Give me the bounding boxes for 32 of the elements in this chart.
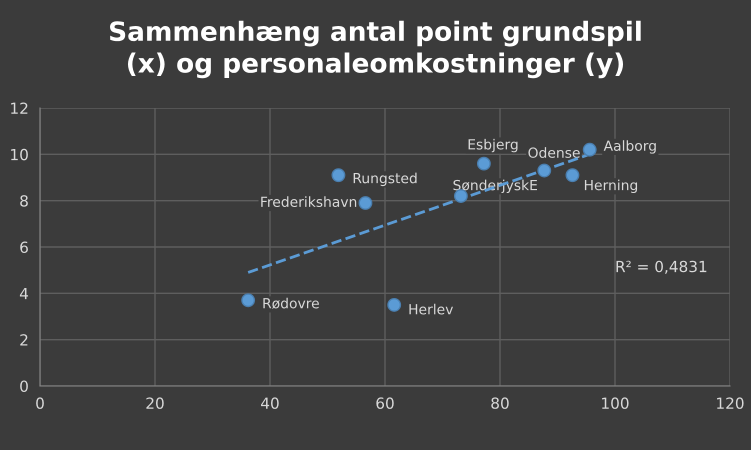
annotation: Esbjerg	[468, 138, 518, 152]
x-tick-label: 20	[146, 397, 164, 409]
annotation: Rødovre	[263, 298, 319, 309]
point	[566, 168, 580, 182]
point	[387, 298, 402, 312]
y-tick-label: 4	[20, 288, 28, 300]
point	[537, 164, 552, 178]
chart-title: Sammenhæng antal point grundspil (x) og personaleomkostninger (y)	[110, 20, 641, 78]
x-tick-label: 80	[491, 397, 509, 409]
point	[241, 293, 256, 308]
y-tick-label: 10	[11, 148, 28, 160]
y-tick-label: 0	[20, 380, 28, 392]
x-tick-label: 60	[376, 397, 394, 409]
point	[582, 142, 597, 157]
y-tick-label: 12	[11, 102, 28, 114]
annotation: Frederikshavn	[261, 196, 356, 208]
annotation: Rungsted	[354, 172, 417, 186]
y-tick-label: 2	[20, 334, 28, 346]
x-tick-label: 100	[602, 397, 629, 409]
annotation: Herlev	[409, 304, 453, 314]
annotation: R² = 0,4831	[616, 260, 706, 274]
point	[332, 168, 346, 182]
annotation: Aalborg	[604, 140, 656, 154]
x-tick-label: 40	[261, 397, 279, 409]
x-tick-label: 0	[36, 397, 44, 409]
point	[476, 156, 491, 171]
annotation: Odense	[528, 147, 580, 158]
point	[358, 196, 372, 210]
x-tick-label: 120	[717, 397, 744, 409]
y-tick-label: 8	[20, 195, 28, 207]
y-tick-label: 6	[20, 241, 28, 254]
annotation: Herning	[584, 180, 638, 194]
